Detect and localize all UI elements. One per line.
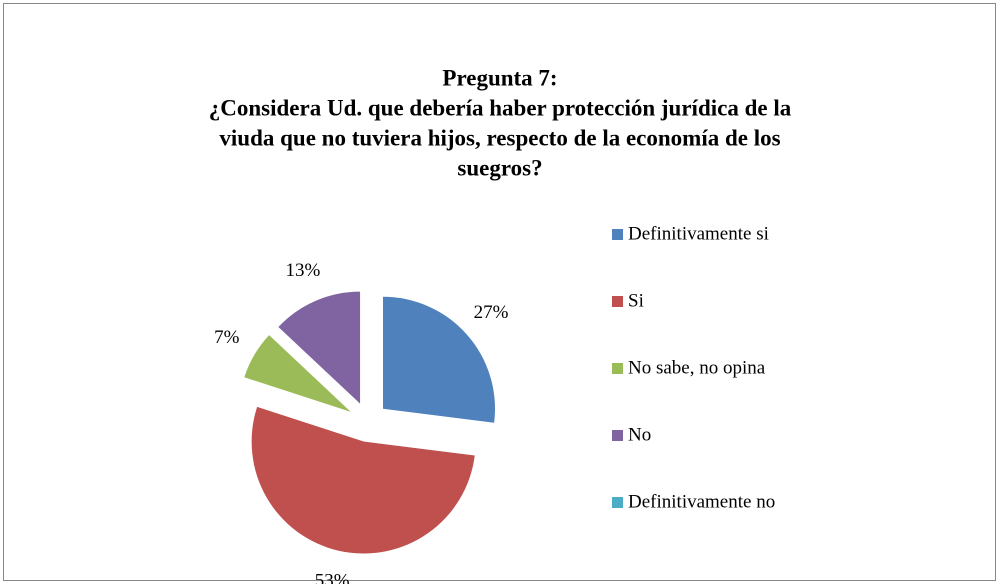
legend-swatch (612, 296, 623, 307)
data-label: 53% (315, 570, 350, 584)
legend-swatch (612, 229, 623, 240)
legend-swatch (612, 430, 623, 441)
chart-title: viuda que no tuviera hijos, respecto de … (219, 125, 780, 150)
legend-label: No (628, 424, 651, 445)
chart-title: Pregunta 7: (442, 65, 557, 90)
chart-title: ¿Considera Ud. que debería haber protecc… (209, 95, 792, 120)
data-label: 7% (214, 327, 240, 348)
legend-label: Si (628, 290, 644, 311)
chart-border (3, 3, 996, 581)
pie-slice (383, 296, 496, 423)
pie-slice (278, 291, 361, 404)
chart-title: suegros? (457, 155, 542, 180)
legend-swatch (612, 363, 623, 374)
legend-label: No sabe, no opina (628, 357, 766, 378)
data-label: 27% (474, 302, 509, 323)
legend-label: Definitivamente si (628, 223, 769, 244)
data-label: 13% (285, 260, 320, 281)
pie-slice (244, 335, 351, 412)
pie-slice (251, 406, 475, 554)
legend-label: Definitivamente no (628, 491, 775, 512)
legend-swatch (612, 497, 623, 508)
